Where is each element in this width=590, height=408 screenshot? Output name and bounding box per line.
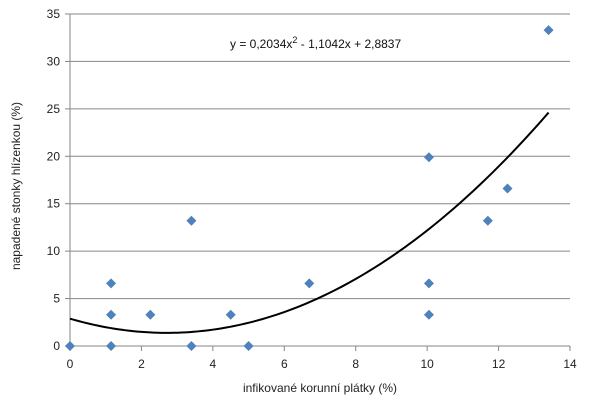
data-point	[106, 341, 117, 351]
data-point	[423, 309, 434, 320]
x-tick-label: 14	[563, 357, 577, 371]
x-tick-label: 2	[138, 357, 145, 371]
data-point	[145, 309, 156, 320]
y-tick-label: 5	[53, 292, 60, 306]
data-point	[543, 25, 554, 36]
equation-superscript: 2	[292, 35, 297, 45]
x-tick-label: 10	[420, 357, 434, 371]
data-point	[106, 309, 117, 320]
y-tick-label: 35	[47, 7, 61, 21]
data-point	[186, 341, 197, 351]
tick-labels: 0 5 10 15 20 25 30 35 0 2 4 6 8 10 12 14	[47, 7, 577, 371]
equation-main: y = 0,2034x	[230, 37, 292, 51]
x-axis-title: infikované korunní plátky (%)	[243, 381, 397, 395]
data-point	[502, 183, 513, 194]
y-tick-label: 25	[47, 102, 61, 116]
data-point	[482, 215, 493, 226]
data-point	[65, 341, 75, 351]
x-tick-label: 6	[281, 357, 288, 371]
gridlines	[70, 13, 570, 300]
data-point	[106, 278, 117, 289]
trendline	[69, 111, 550, 334]
x-tick-label: 0	[67, 357, 74, 371]
axes	[65, 13, 571, 351]
trendline-equation: y = 0,2034x2 - 1,1042x + 2,8837	[230, 35, 401, 51]
data-point	[243, 341, 254, 351]
y-tick-label: 20	[47, 149, 61, 163]
data-point	[225, 309, 236, 320]
y-tick-label: 15	[47, 197, 61, 211]
data-point	[423, 278, 434, 289]
equation-rest: - 1,1042x + 2,8837	[297, 37, 401, 51]
y-tick-label: 30	[47, 54, 61, 68]
data-point	[186, 215, 197, 226]
x-tick-label: 4	[210, 357, 217, 371]
data-point	[304, 278, 315, 289]
y-axis-title: napadené stonky hlízenkou (%)	[9, 102, 23, 270]
y-tick-label: 0	[53, 339, 60, 353]
y-tick-label: 10	[47, 244, 61, 258]
x-tick-label: 12	[492, 357, 506, 371]
data-point	[423, 152, 434, 163]
data-points	[65, 25, 554, 351]
x-tick-label: 8	[352, 357, 359, 371]
